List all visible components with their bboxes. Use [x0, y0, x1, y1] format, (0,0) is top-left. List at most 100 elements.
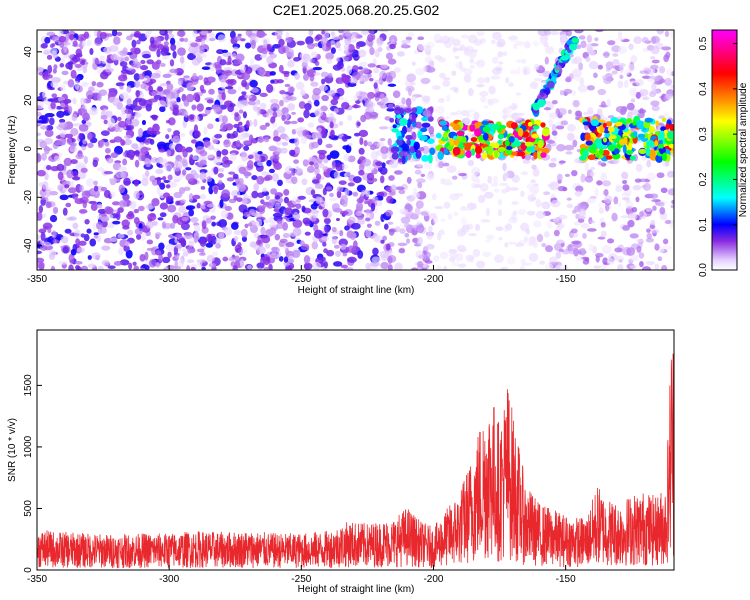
heatmap-cell: [133, 73, 140, 81]
heatmap-cell: [602, 122, 607, 128]
heatmap-cell: [550, 193, 556, 199]
heatmap-cell: [380, 261, 390, 270]
heatmap-cell: [201, 220, 207, 230]
heatmap-cell: [100, 216, 109, 222]
heatmap-cell: [622, 225, 630, 231]
heatmap-cell: [433, 255, 440, 262]
heatmap-cell: [458, 263, 467, 268]
heatmap-cell: [645, 147, 651, 156]
heatmap-cell: [597, 88, 607, 96]
heatmap-cell: [125, 249, 133, 259]
heatmap-cell: [185, 167, 192, 171]
heatmap-cell: [37, 111, 42, 117]
heatmap-cell: [417, 36, 425, 41]
heatmap-cell: [495, 226, 504, 231]
heatmap-cell: [460, 34, 469, 39]
heatmap-cell: [119, 85, 124, 90]
heatmap-cell: [365, 189, 371, 198]
heatmap-cell: [318, 163, 325, 169]
heatmap-cell: [167, 128, 172, 133]
heatmap-cell: [437, 150, 444, 160]
heatmap-cell: [57, 184, 64, 191]
heatmap-cell: [636, 245, 642, 253]
heatmap-cell: [97, 208, 107, 214]
heatmap-cell: [247, 264, 252, 270]
heatmap-cell: [69, 259, 74, 264]
heatmap-cell: [337, 47, 342, 52]
heatmap-cell: [636, 238, 644, 243]
heatmap-cell: [513, 43, 518, 50]
heatmap-cell: [323, 261, 328, 269]
heatmap-cell: [173, 104, 179, 111]
heatmap-cell: [190, 169, 197, 176]
heatmap-cell: [408, 32, 415, 37]
heatmap-cell: [294, 149, 300, 154]
heatmap-cell: [269, 227, 277, 236]
heatmap-cell: [100, 115, 108, 120]
heatmap-cell: [594, 188, 599, 197]
heatmap-cell: [505, 223, 513, 231]
heatmap-cell: [567, 123, 576, 132]
heatmap-cell: [406, 73, 417, 83]
heatmap-cell: [215, 238, 222, 244]
heatmap-cell: [358, 195, 365, 204]
heatmap-cell: [67, 79, 75, 88]
heatmap-cell: [176, 233, 181, 239]
heatmap-cell: [279, 90, 286, 95]
snr-x-ticks: -350 -300 -250 -200 -150: [27, 565, 576, 585]
heatmap-cell: [476, 59, 486, 68]
heatmap-cell: [571, 37, 580, 44]
heatmap-cell: [244, 42, 252, 49]
heatmap-cell: [91, 80, 97, 87]
heatmap-cell: [646, 232, 652, 240]
heatmap-cell: [183, 75, 190, 79]
heatmap-cell: [642, 96, 650, 101]
heatmap-cell: [129, 154, 134, 161]
heatmap-cell: [213, 166, 219, 175]
heatmap-cell: [69, 145, 77, 153]
heatmap-cell: [206, 254, 215, 263]
heatmap-cell: [645, 260, 655, 266]
heatmap-cell: [497, 133, 504, 140]
heatmap-cell: [49, 43, 54, 49]
heatmap-cell: [455, 109, 463, 116]
heatmap-cell: [458, 172, 467, 177]
heatmap-cell: [250, 39, 256, 49]
heatmap-cell: [382, 235, 387, 241]
heatmap-cell: [493, 188, 500, 193]
heatmap-cell: [40, 231, 46, 241]
heatmap-cell: [153, 94, 162, 100]
heatmap-cell: [302, 159, 309, 167]
heatmap-cell: [325, 186, 333, 191]
heatmap-cell: [259, 102, 267, 110]
heatmap-cell: [133, 217, 140, 225]
heatmap-cell: [278, 64, 284, 73]
heatmap-cell: [385, 52, 393, 60]
heatmap-cell: [366, 165, 375, 172]
heatmap-cell: [405, 97, 412, 107]
heatmap-cell: [277, 251, 282, 258]
heatmap-cell: [191, 104, 197, 111]
heatmap-cells: [37, 30, 674, 270]
heatmap-cell: [265, 195, 270, 201]
heatmap-cell: [367, 63, 376, 68]
heatmap-cell: [37, 120, 47, 124]
heatmap-cell: [569, 231, 579, 238]
heatmap-cell: [71, 176, 81, 181]
heatmap-cell: [257, 151, 263, 155]
heatmap-cell: [439, 251, 449, 260]
heatmap-cell: [52, 239, 59, 244]
heatmap-cell: [111, 201, 121, 206]
heatmap-cell: [80, 265, 89, 270]
heatmap-cell: [269, 98, 279, 104]
heatmap-cell: [196, 259, 203, 267]
heatmap-cell: [74, 80, 80, 90]
heatmap-cell: [261, 171, 270, 176]
heatmap-cell: [148, 85, 154, 93]
heatmap-cell: [572, 99, 580, 108]
heatmap-cell: [90, 202, 98, 211]
heatmap-cell: [321, 236, 330, 241]
heatmap-cell: [97, 265, 104, 270]
heatmap-cell: [617, 31, 623, 40]
